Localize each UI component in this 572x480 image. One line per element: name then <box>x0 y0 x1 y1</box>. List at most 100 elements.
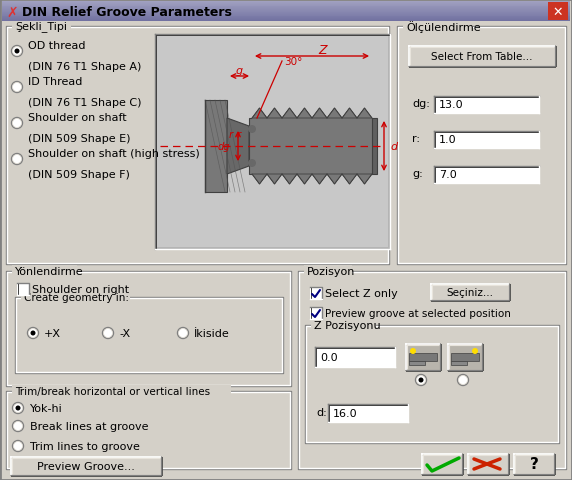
Bar <box>408 46 556 68</box>
Polygon shape <box>312 175 327 185</box>
Text: Yönlendirme: Yönlendirme <box>15 266 84 276</box>
Circle shape <box>27 328 38 339</box>
Bar <box>467 453 509 475</box>
Circle shape <box>13 441 23 452</box>
Text: Trim/break horizontal or vertical lines: Trim/break horizontal or vertical lines <box>15 386 210 396</box>
Circle shape <box>13 48 22 56</box>
Bar <box>155 35 390 250</box>
Circle shape <box>11 47 22 58</box>
Text: DIN Relief Groove Parameters: DIN Relief Groove Parameters <box>22 7 232 20</box>
Text: Break lines at groove: Break lines at groove <box>30 421 149 431</box>
Text: +X: +X <box>44 328 61 338</box>
Text: Select From Table...: Select From Table... <box>431 52 533 62</box>
Polygon shape <box>252 109 267 119</box>
Circle shape <box>410 348 416 354</box>
Bar <box>2 10 570 11</box>
Text: (DIN 76 T1 Shape A): (DIN 76 T1 Shape A) <box>28 62 141 72</box>
Text: 7.0: 7.0 <box>439 169 457 180</box>
Text: ID Thread: ID Thread <box>28 77 82 87</box>
Text: 13.0: 13.0 <box>439 100 464 110</box>
Circle shape <box>102 328 113 339</box>
Polygon shape <box>267 109 282 119</box>
Text: Select Z only: Select Z only <box>325 288 398 299</box>
Text: 30°: 30° <box>284 57 303 67</box>
Bar <box>2 6 570 7</box>
Bar <box>12 385 231 397</box>
Bar <box>249 119 372 175</box>
Text: dg:: dg: <box>412 99 430 109</box>
Bar <box>372 119 377 175</box>
Polygon shape <box>227 119 249 175</box>
Text: g: g <box>236 66 243 76</box>
Text: Shoulder on right: Shoulder on right <box>32 285 129 294</box>
Circle shape <box>458 375 468 386</box>
Bar <box>252 119 372 175</box>
Circle shape <box>15 406 21 411</box>
Bar <box>405 343 441 371</box>
Text: (DIN 509 Shape F): (DIN 509 Shape F) <box>28 169 130 180</box>
Circle shape <box>14 404 22 413</box>
Bar <box>310 307 322 319</box>
Text: 16.0: 16.0 <box>333 408 358 418</box>
Text: d: d <box>390 142 397 152</box>
Circle shape <box>13 403 23 414</box>
Text: d:: d: <box>316 407 327 417</box>
Circle shape <box>14 421 22 431</box>
Bar <box>2 8 570 9</box>
Circle shape <box>459 376 467 384</box>
Text: r: r <box>237 130 241 140</box>
Text: Seçiniz...: Seçiniz... <box>447 288 494 298</box>
Text: r:: r: <box>412 134 420 144</box>
Text: Pozisyon: Pozisyon <box>307 266 355 276</box>
Circle shape <box>415 375 427 386</box>
Text: ✕: ✕ <box>553 5 563 18</box>
Bar <box>2 19 570 20</box>
Circle shape <box>416 376 426 384</box>
Bar <box>2 5 570 6</box>
Bar <box>409 361 425 365</box>
Circle shape <box>177 328 189 339</box>
Text: Z Pozisyonu: Z Pozisyonu <box>314 320 380 330</box>
Text: dg: dg <box>217 142 230 152</box>
Bar <box>2 15 570 16</box>
Bar <box>12 21 71 33</box>
Circle shape <box>248 160 256 168</box>
Text: 1.0: 1.0 <box>439 135 456 144</box>
Bar <box>17 283 29 295</box>
Text: Shoulder on shaft: Shoulder on shaft <box>28 113 126 123</box>
Circle shape <box>29 329 38 338</box>
Bar <box>2 14 570 15</box>
Circle shape <box>11 83 22 93</box>
Bar <box>434 167 539 184</box>
Text: Şekli_Tipi: Şekli_Tipi <box>15 22 67 32</box>
Text: Preview Groove...: Preview Groove... <box>37 461 135 471</box>
Circle shape <box>13 155 22 164</box>
Bar <box>409 353 437 361</box>
Polygon shape <box>342 175 357 185</box>
Polygon shape <box>357 109 372 119</box>
Bar <box>2 2 570 3</box>
Polygon shape <box>252 175 267 185</box>
Bar <box>315 347 395 367</box>
Text: Yok-hi: Yok-hi <box>30 403 63 413</box>
Bar <box>451 353 479 361</box>
Bar <box>12 265 77 277</box>
Polygon shape <box>327 109 342 119</box>
Bar <box>548 3 568 21</box>
Bar <box>451 361 467 365</box>
Text: -X: -X <box>119 328 130 338</box>
Text: r: r <box>229 130 233 140</box>
Polygon shape <box>327 175 342 185</box>
Text: g:: g: <box>412 168 423 179</box>
Polygon shape <box>297 109 312 119</box>
Bar <box>304 265 352 277</box>
Bar <box>2 17 570 18</box>
Bar <box>2 13 570 14</box>
Text: İkiside: İkiside <box>194 328 230 338</box>
Circle shape <box>13 84 22 92</box>
Bar <box>311 319 375 331</box>
Circle shape <box>13 420 23 432</box>
Bar <box>157 37 388 248</box>
Bar <box>2 12 570 13</box>
Bar <box>513 453 555 475</box>
